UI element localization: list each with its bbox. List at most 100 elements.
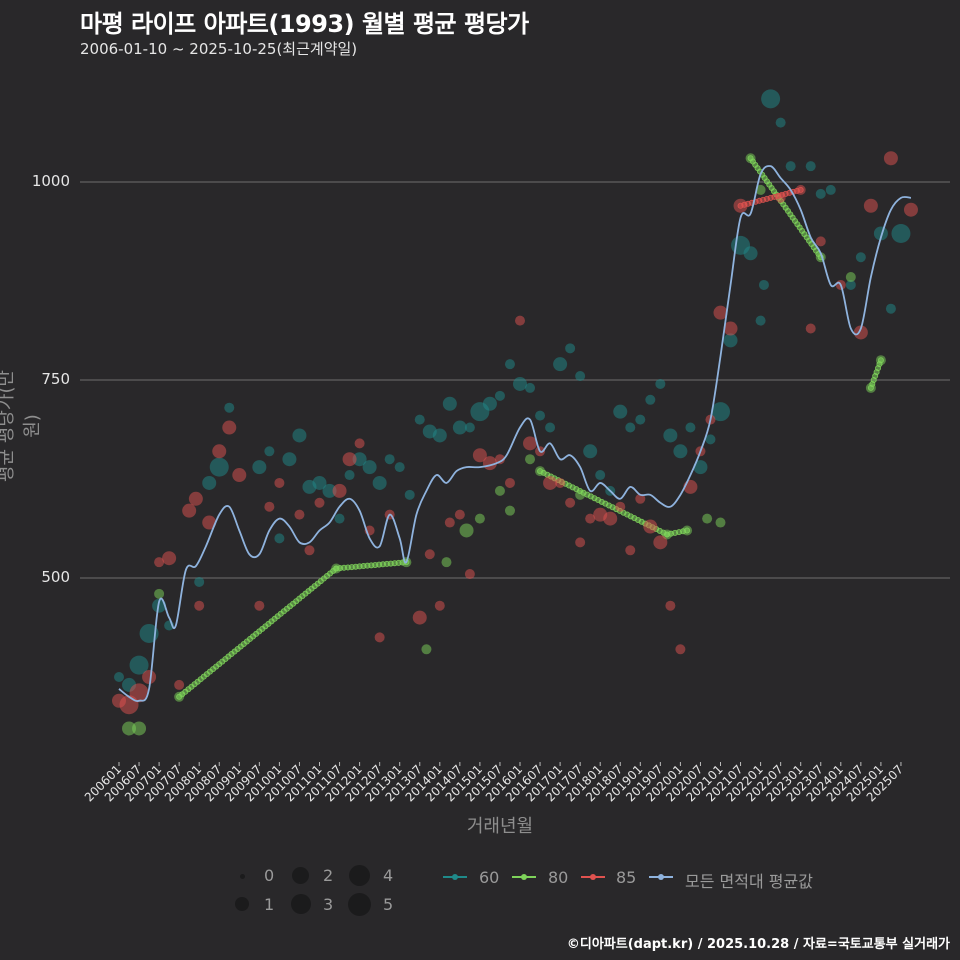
- series-60-point: [873, 226, 888, 241]
- legend-85-swatch: [581, 874, 605, 880]
- series-85-point: [304, 545, 315, 556]
- y-tick-500: 500: [41, 568, 70, 586]
- series-85-point: [615, 501, 626, 512]
- series-60-point: [209, 457, 229, 477]
- series-85-point: [194, 600, 205, 611]
- series-60-point: [613, 404, 628, 419]
- series-85-point: [254, 600, 265, 611]
- series-60-point: [815, 188, 826, 199]
- series-80-point: [702, 513, 713, 524]
- series-80-point: [122, 721, 137, 736]
- series-80-point: [525, 454, 536, 465]
- series-60-point: [693, 460, 708, 475]
- size-4-swatch: [349, 865, 370, 886]
- series-85-point: [543, 475, 558, 490]
- chart-title: 마평 라이프 아파트(1993) 월별 평균 평당가: [80, 10, 529, 38]
- series-60-point: [685, 422, 696, 433]
- series-85-point: [665, 600, 676, 611]
- legend-mean-swatch: [649, 874, 673, 880]
- series-85-point: [444, 517, 455, 528]
- series-85-point: [853, 325, 868, 340]
- series-60-point: [583, 444, 598, 459]
- series-85-point: [603, 511, 618, 526]
- series-80-point: [154, 588, 165, 599]
- y-tick-1000: 1000: [31, 172, 70, 190]
- series-80-point: [865, 382, 876, 393]
- series-85-point: [815, 236, 826, 247]
- series-60-point: [761, 89, 781, 109]
- series-60-point: [344, 470, 355, 481]
- series-60-point: [775, 117, 786, 128]
- series-80-point: [504, 505, 515, 516]
- series-60-point: [442, 396, 457, 411]
- series-85-point: [643, 519, 658, 534]
- series-60-point: [625, 422, 636, 433]
- series-60-point: [565, 343, 576, 354]
- chart-subtitle: 2006-01-10 ~ 2025-10-25(최근계약일): [80, 40, 358, 58]
- size-2-swatch: [292, 867, 309, 884]
- series-85-point: [222, 420, 237, 435]
- series-85-point: [805, 323, 816, 334]
- series-80-point: [535, 466, 546, 477]
- series-85-point: [174, 679, 185, 690]
- series-60-point: [635, 414, 646, 425]
- series-60-point: [202, 475, 217, 490]
- series-80-point: [745, 153, 756, 164]
- series-85-point: [274, 477, 285, 488]
- series-60-point: [264, 446, 275, 457]
- series-60-point: [805, 161, 816, 172]
- size-4-label: 4: [383, 866, 394, 885]
- series-80-point: [845, 272, 856, 283]
- series-85-point: [154, 557, 165, 568]
- series-80-point: [494, 485, 505, 496]
- series-60-point: [723, 333, 738, 348]
- series-60-point: [673, 444, 688, 459]
- series-85-point: [625, 545, 636, 556]
- series-80-point: [715, 517, 726, 528]
- series-85-point: [412, 610, 427, 625]
- series-85-point: [182, 503, 197, 518]
- series-85-point: [294, 509, 305, 520]
- series-60-point: [464, 422, 475, 433]
- series-60-point: [414, 414, 425, 425]
- legend-80-swatch: [512, 874, 536, 880]
- series-60-point: [743, 246, 758, 261]
- series-60-point: [352, 452, 367, 467]
- series-60-point: [432, 428, 447, 443]
- size-0-label: 0: [264, 866, 275, 885]
- series-85-point: [472, 448, 487, 463]
- series-85-point: [212, 444, 227, 459]
- series-80-point: [575, 489, 586, 500]
- series-60-point: [595, 470, 606, 481]
- series-80-point: [421, 644, 432, 655]
- series-60-point: [553, 357, 568, 372]
- series-85-point: [332, 483, 347, 498]
- series-85-point: [523, 436, 538, 451]
- series-60-point: [252, 460, 267, 475]
- series-85-point: [464, 569, 475, 580]
- size-5-swatch: [348, 893, 371, 916]
- series-85-point: [723, 321, 738, 336]
- series-85-point: [342, 452, 357, 467]
- series-60-point: [322, 483, 337, 498]
- series-60-point: [645, 394, 656, 405]
- series-60-point: [513, 376, 527, 391]
- series-60-point: [711, 402, 730, 422]
- series-85-point: [162, 551, 177, 566]
- series-60-point: [758, 279, 769, 290]
- series-85-point: [863, 198, 878, 213]
- series-85-point: [515, 315, 525, 326]
- series-85-point: [424, 549, 435, 560]
- series-60-point: [452, 420, 467, 435]
- series-60-point: [663, 428, 678, 443]
- series-85-point: [354, 438, 365, 449]
- series-80-point: [441, 557, 452, 568]
- series-60-point: [129, 655, 149, 675]
- series-80-point: [755, 184, 766, 195]
- size-0-swatch: [240, 874, 245, 879]
- source-credit: ©디아파트(dapt.kr) / 2025.10.28 / 자료=국토교통부 실…: [566, 937, 950, 952]
- size-5-label: 5: [383, 895, 394, 914]
- series-85-point: [504, 477, 515, 488]
- mean-price-line: [118, 165, 912, 702]
